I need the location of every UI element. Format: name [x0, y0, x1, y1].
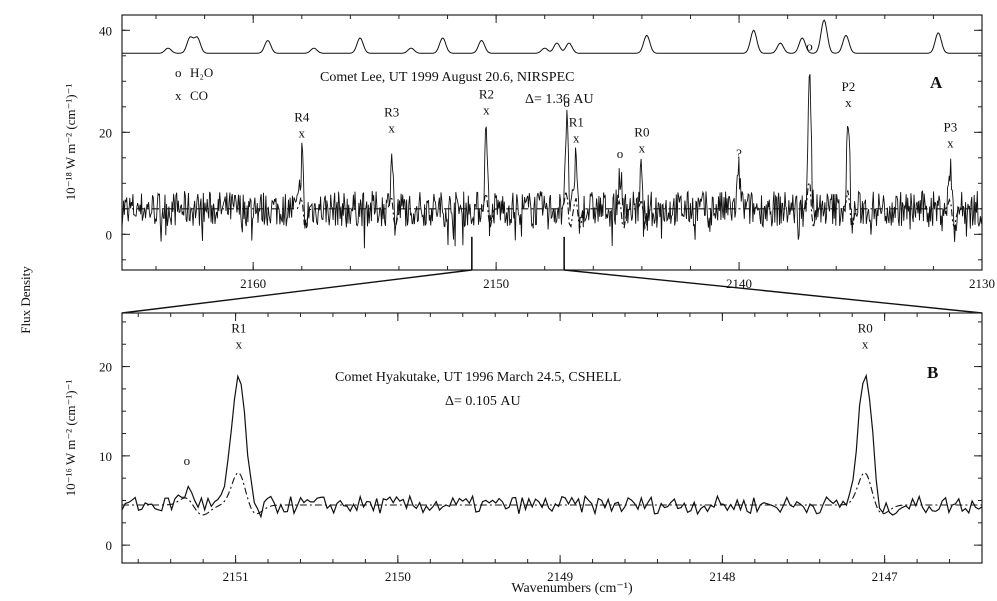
panel-b-xtick-label: 2149: [547, 569, 573, 584]
feature-marker: x: [483, 102, 490, 117]
feature-marker: x: [299, 125, 306, 140]
panel-a-frame: [121, 14, 983, 271]
legend-co-marker: x: [175, 88, 182, 103]
feature-marker: x: [947, 136, 954, 151]
panel-a-ytick-label: 40: [99, 23, 112, 38]
panel-b-ylabel: 10⁻¹⁶ W m⁻² (cm⁻¹)⁻¹: [63, 380, 78, 497]
panel-b-title: Comet Hyakutake, UT 1996 March 24.5, CSH…: [335, 370, 621, 385]
atmospheric-transmittance-curve: [122, 19, 982, 54]
panel-a-ytick-label: 0: [106, 227, 113, 242]
legend-co-label: CO: [190, 88, 208, 103]
panel-a-label: A: [930, 73, 943, 92]
legend-h2o-label: H₂O: [190, 65, 213, 80]
feature-label-r1: R1: [569, 115, 584, 130]
panel-a-title: Comet Lee, UT 1999 August 20.6, NIRSPEC: [320, 70, 574, 85]
panel-b-ytick-label: 20: [99, 360, 112, 375]
observed-spectrum: [121, 74, 983, 249]
feature-marker: ?: [736, 146, 742, 161]
feature-label-r3: R3: [384, 104, 399, 119]
shared-y-label: Flux Density: [18, 266, 33, 334]
feature-marker: x: [639, 141, 646, 156]
panel-b-xtick-label: 2147: [872, 569, 899, 584]
feature-marker: x: [573, 131, 580, 146]
panel-a-ylabel: 10⁻¹⁸ W m⁻² (cm⁻¹)⁻¹: [63, 84, 78, 201]
panel-b-xtick-label: 2148: [709, 569, 735, 584]
model-curve: [122, 181, 982, 231]
feature-marker: x: [845, 95, 852, 110]
panel-b-spectrum: [121, 373, 983, 519]
feature-label-r4: R4: [294, 109, 310, 124]
feature-marker: x: [388, 120, 395, 135]
panel-a-xtick-label: 2130: [969, 276, 995, 291]
zoom-connector: [121, 236, 983, 314]
atmospheric-model: [122, 19, 982, 54]
panel-a-model-curve: [122, 181, 982, 231]
panel-b-frame: [121, 312, 983, 564]
feature-marker: x: [862, 337, 869, 352]
panel-a-ytick-label: 20: [99, 125, 112, 140]
feature-label-p2: P2: [842, 79, 856, 94]
panel-b-label: B: [927, 363, 938, 382]
panel-b-xtick-label: 2151: [223, 569, 249, 584]
zoom-line-left: [121, 269, 472, 314]
observed-spectrum: [121, 373, 983, 519]
panel-b-xtick-label: 2150: [385, 569, 411, 584]
feature-marker: o: [806, 39, 813, 54]
feature-label-r0: R0: [858, 321, 873, 336]
x-axis-label: Wavenumbers (cm⁻¹): [511, 581, 633, 596]
panel-b: 10⁻¹⁶ W m⁻² (cm⁻¹)⁻¹ Comet Hyakutake, UT…: [63, 312, 983, 584]
feature-label-r0: R0: [634, 125, 649, 140]
panel-b-subtitle: Δ= 0.105 AU: [445, 394, 521, 409]
panel-a-xtick-label: 2150: [483, 276, 509, 291]
feature-label-r2: R2: [479, 86, 494, 101]
feature-marker: o: [617, 146, 624, 161]
feature-marker: o: [184, 453, 191, 468]
panel-b-ytick-label: 10: [99, 449, 112, 464]
zoom-line-right: [564, 269, 983, 314]
panel-b-ticks: 2151 2150 2149 2148 2147 0 10 20: [99, 313, 983, 584]
feature-label-p3: P3: [944, 120, 958, 135]
legend-h2o-marker: o: [175, 65, 182, 80]
feature-marker: x: [236, 337, 243, 352]
feature-marker: o: [563, 95, 570, 110]
panel-a-xtick-label: 2160: [240, 276, 266, 291]
panel-a-spectrum: [121, 74, 983, 249]
panel-a-subtitle: Δ= 1.36 AU: [525, 92, 594, 107]
panel-a: 10⁻¹⁸ W m⁻² (cm⁻¹)⁻¹ Comet Lee, UT 1999 …: [63, 14, 995, 291]
feature-label-r1: R1: [231, 321, 246, 336]
panel-b-ytick-label: 0: [106, 538, 113, 553]
